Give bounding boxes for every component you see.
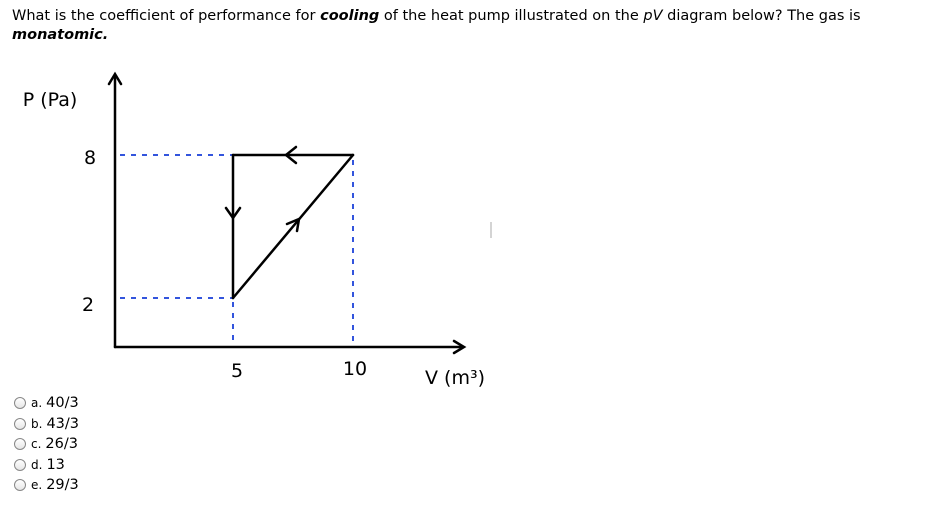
arrow	[285, 216, 301, 233]
question-text: of the heat pump illustrated on the	[379, 8, 644, 24]
process	[231, 153, 355, 300]
y-mark: 2	[82, 294, 94, 316]
option: d. 13	[14, 455, 65, 475]
option: e. 29/3	[14, 475, 79, 495]
arrow	[224, 206, 242, 221]
option: a. 40/3	[14, 393, 79, 413]
guides	[120, 154, 354, 343]
arrow	[283, 145, 298, 165]
radio-button[interactable]	[14, 397, 26, 409]
option-letter: b.	[31, 416, 43, 431]
question-text: diagram below? The gas is	[662, 8, 861, 24]
emphasis: pV	[643, 8, 663, 24]
x-label: V (m³)	[425, 367, 485, 389]
x-mark: 5	[231, 360, 243, 382]
option-text: 29/3	[46, 477, 79, 493]
option-letter: a.	[31, 396, 43, 410]
emphasis: monatomic.	[12, 27, 109, 43]
option-letter: e.	[31, 478, 43, 492]
option-text: 26/3	[45, 436, 78, 452]
radio-button[interactable]	[14, 417, 26, 430]
option-letter: d.	[31, 457, 43, 472]
question: What is the coefficient of performance f…	[12, 7, 922, 45]
option-text: 43/3	[46, 415, 79, 432]
radio-button[interactable]	[14, 479, 26, 491]
arrow	[107, 71, 123, 86]
question-text: What is the coefficient of performance f…	[12, 8, 321, 24]
option: b. 43/3	[14, 414, 79, 434]
y-mark: 8	[84, 147, 96, 169]
y-label: P (Pa)	[23, 89, 78, 111]
option-text: 40/3	[46, 395, 79, 411]
radio-button[interactable]	[14, 458, 26, 471]
option-text: 13	[46, 456, 65, 473]
axes	[107, 71, 467, 355]
x-mark: 10	[343, 358, 367, 380]
option-letter: c.	[31, 437, 42, 451]
cycle	[224, 145, 355, 300]
radio-button[interactable]	[14, 438, 26, 450]
arrow	[452, 339, 467, 355]
option: c. 26/3	[14, 434, 78, 454]
emphasis: cooling	[320, 8, 380, 24]
